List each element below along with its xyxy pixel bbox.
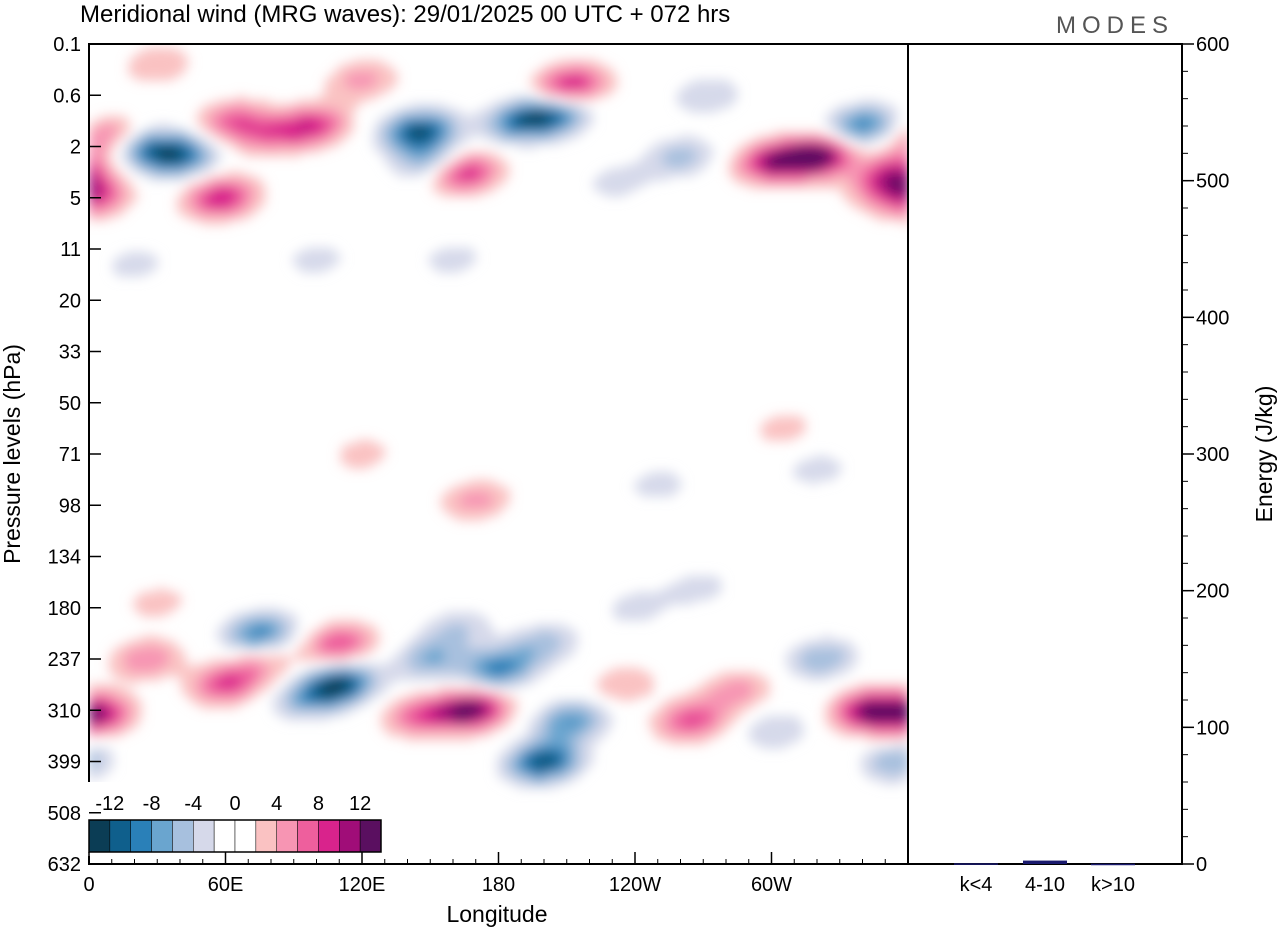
y-tick-label: 237 — [48, 649, 81, 671]
y-tick-label: 0.1 — [53, 34, 81, 56]
energy-x-axis: k<4 4-10 k>10 — [960, 874, 1135, 896]
y-tick-label: 310 — [48, 700, 81, 722]
x-axis-label: Longitude — [446, 901, 547, 927]
colorbar-swatch — [109, 819, 131, 853]
colorbar-legend: -12 -8 -4 0 4 8 12 — [87, 782, 385, 856]
energy-y-axis: 0 100 200 300 400 500 600 — [1182, 34, 1229, 876]
colorbar-label: -8 — [143, 793, 161, 815]
y-tick-label: 33 — [59, 342, 81, 364]
x-tick-label: 180 — [482, 874, 515, 896]
energy-category-label: 4-10 — [1025, 874, 1065, 896]
energy-bar — [1091, 863, 1135, 866]
energy-y-tick-label: 300 — [1196, 444, 1229, 466]
y-tick-label: 134 — [48, 547, 81, 569]
y-tick-label: 180 — [48, 598, 81, 620]
colorbar-label: 8 — [313, 793, 324, 815]
colorbar-swatch — [88, 819, 111, 853]
colorbar-swatch — [318, 819, 340, 853]
y-tick-label: 632 — [48, 854, 81, 876]
energy-y-tick-label: 0 — [1196, 854, 1207, 876]
colorbar-frame — [88, 819, 382, 853]
colorbar-swatch — [213, 819, 236, 853]
energy-y-tick-label: 100 — [1196, 717, 1229, 739]
colorbar-swatch — [130, 819, 152, 853]
colorbar-label: 0 — [229, 793, 240, 815]
y-tick-label: 71 — [59, 444, 81, 466]
y-tick-label: 0.6 — [53, 85, 81, 107]
colorbar-label: 12 — [349, 793, 371, 815]
heatmap-plot-area — [88, 43, 909, 865]
colorbar-swatch — [276, 819, 298, 853]
colorbar-label: -12 — [95, 793, 124, 815]
y-tick-label: 399 — [48, 752, 81, 774]
energy-plot-frame — [907, 43, 1183, 865]
colorbar-label: -4 — [184, 793, 202, 815]
energy-bars — [954, 860, 1135, 866]
colorbar-swatch — [193, 819, 215, 853]
colorbar-label: 4 — [271, 793, 282, 815]
energy-category-label: k<4 — [960, 874, 993, 896]
y-axis-pressure: 0.1 0.6 2 5 11 20 33 50 71 98 134 180 237 310 399 508 63… — [48, 34, 101, 876]
x-tick-label: 120E — [339, 874, 386, 896]
energy-category-label: k>10 — [1091, 874, 1135, 896]
x-tick-label: 60W — [751, 874, 792, 896]
energy-y-tick-label: 400 — [1196, 307, 1229, 329]
chart-title: Meridional wind (MRG waves): 29/01/2025 … — [80, 1, 730, 28]
colorbar-swatch — [151, 819, 173, 853]
energy-y-tick-label: 500 — [1196, 171, 1229, 193]
colorbar-swatch — [255, 819, 277, 853]
x-tick-label: 60E — [208, 874, 244, 896]
energy-bar-plot: k<4 4-10 k>10 0 100 200 300 400 500 600 — [907, 34, 1229, 896]
energy-y-tick-label: 600 — [1196, 34, 1229, 56]
y-tick-label: 5 — [70, 188, 81, 210]
x-tick-label: 0 — [83, 874, 94, 896]
colorbar-swatch — [172, 819, 194, 853]
energy-y-tick-label: 200 — [1196, 581, 1229, 603]
y-tick-label: 98 — [59, 495, 81, 517]
y-tick-label: 20 — [59, 290, 81, 312]
x-tick-label: 120W — [609, 874, 661, 896]
y-tick-label: 11 — [60, 239, 81, 261]
y-tick-label: 2 — [70, 137, 81, 159]
x-axis: 0 60E 120E 180 120W 60W — [83, 852, 909, 896]
energy-bar — [1023, 860, 1067, 864]
colorbar-swatch — [297, 819, 319, 853]
y-tick-label: 50 — [59, 393, 81, 415]
modes-logo: MODES — [1056, 12, 1174, 39]
energy-bar — [954, 863, 998, 865]
colorbar-swatch — [339, 819, 361, 853]
y-tick-label: 508 — [48, 803, 81, 825]
heatmap-field — [89, 48, 908, 789]
colorbar-swatch — [359, 819, 382, 853]
y-axis-label: Pressure levels (hPa) — [0, 344, 25, 564]
energy-axis-label: Energy (J/kg) — [1251, 386, 1277, 523]
colorbar-swatch — [234, 819, 257, 853]
